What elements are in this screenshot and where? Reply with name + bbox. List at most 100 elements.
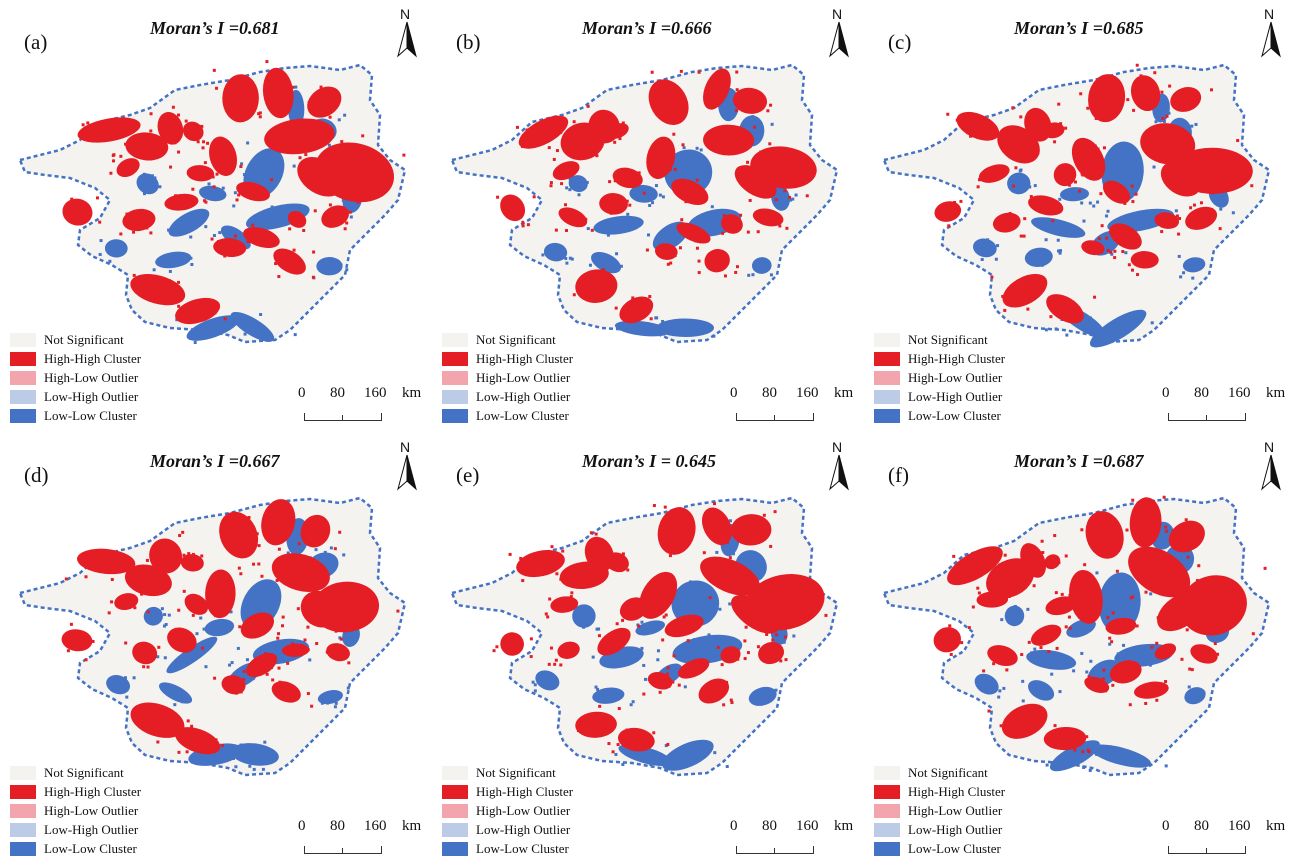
low-low-cluster-pixel [687,651,691,655]
high-high-cluster [700,556,760,596]
high-high-cluster-pixel [95,196,99,200]
high-high-cluster-pixel [1051,219,1055,223]
low-low-cluster [1090,744,1152,768]
low-low-cluster-pixel [747,273,751,277]
legend-item: Not Significant [874,763,1044,782]
high-high-cluster-pixel [1156,616,1160,620]
high-high-cluster-pixel [278,680,282,684]
high-high-cluster-pixel [306,625,310,629]
low-low-cluster-pixel [770,122,774,126]
high-high-cluster [639,571,678,619]
low-low-cluster [614,320,671,337]
low-low-cluster-pixel [670,174,674,178]
high-high-cluster-pixel [201,146,205,150]
low-low-cluster-pixel [1105,214,1109,218]
map-panel-e: (e) Moran’s I = 0.645 N Not Significant H… [432,433,864,866]
scale-label-160: 160 [364,385,387,401]
high-high-cluster-pixel [338,530,342,534]
high-high-cluster [1157,591,1204,632]
high-high-cluster-pixel [662,615,666,619]
high-high-cluster [646,136,676,179]
high-high-cluster-pixel [173,141,177,145]
high-high-cluster-pixel [771,638,775,642]
low-low-cluster-pixel [1085,670,1089,674]
high-high-cluster-pixel [778,224,782,228]
low-low-cluster-pixel [246,141,250,145]
high-high-cluster-pixel [748,198,752,202]
high-high-cluster-pixel [695,178,699,182]
high-high-cluster-pixel [1035,723,1039,727]
high-high-cluster-pixel [746,651,750,655]
high-high-cluster-pixel [585,150,589,154]
low-low-cluster-pixel [162,624,166,628]
high-high-cluster-pixel [247,515,251,519]
low-low-cluster [106,674,131,695]
high-high-cluster-pixel [237,193,241,197]
high-high-cluster-pixel [281,615,285,619]
high-high-cluster [1030,624,1062,646]
high-high-cluster-pixel [347,661,351,665]
legend-swatch [442,784,468,799]
high-high-cluster-pixel [1053,534,1057,538]
high-high-cluster-pixel [281,624,285,628]
low-low-cluster-pixel [750,698,754,702]
high-high-cluster-pixel [1165,529,1169,533]
high-high-cluster-pixel [1055,646,1059,650]
low-low-cluster-pixel [756,693,760,697]
high-high-cluster-pixel [242,669,246,673]
high-high-cluster-pixel [1101,677,1105,681]
high-high-cluster-pixel [177,304,181,308]
high-high-cluster-pixel [805,194,809,198]
low-low-cluster-pixel [339,263,343,267]
low-low-cluster-pixel [1000,618,1004,622]
low-low-cluster-pixel [233,191,237,195]
legend-swatch [874,370,900,385]
high-high-cluster-pixel [552,157,556,161]
high-high-cluster-pixel [1057,561,1061,565]
high-high-cluster-pixel [1216,652,1220,656]
high-high-cluster-pixel [1079,92,1083,96]
low-low-cluster-pixel [238,315,242,319]
low-low-cluster-pixel [707,633,711,637]
high-high-cluster-pixel [589,531,593,535]
low-low-cluster-pixel [1179,275,1183,279]
high-high-cluster-pixel [574,156,578,160]
high-high-cluster-pixel [345,221,349,225]
map-panel-d: (d) Moran’s I =0.667 N Not Significant Hi… [0,433,432,866]
high-high-cluster-pixel [111,153,115,157]
high-high-cluster-pixel [1054,591,1058,595]
high-high-cluster-pixel [608,180,612,184]
low-low-cluster-pixel [181,700,185,704]
high-high-cluster-pixel [1045,560,1049,564]
low-low-cluster-pixel [718,607,722,611]
high-high-cluster-pixel [1022,234,1026,238]
high-high-cluster-pixel [1184,573,1188,577]
high-high-cluster-pixel [239,165,243,169]
high-high-cluster-pixel [182,589,186,593]
legend-swatch [874,351,900,366]
high-high-cluster [175,297,221,325]
high-high-cluster [1128,546,1191,598]
high-high-cluster-pixel [642,191,646,195]
low-low-cluster-pixel [1002,686,1006,690]
high-high-cluster-pixel [1184,146,1188,150]
low-low-cluster-pixel [1028,185,1032,189]
scale-label-160: 160 [364,818,387,834]
high-high-cluster-pixel [307,100,311,104]
high-high-cluster-pixel [132,273,136,277]
high-high-cluster [1168,520,1205,553]
high-high-cluster [1043,726,1087,751]
high-high-cluster [1160,161,1201,197]
low-low-cluster [1028,680,1055,701]
north-arrow-icon: N [395,6,419,62]
low-low-cluster-pixel [216,325,220,329]
low-low-cluster-pixel [329,268,333,272]
high-high-cluster [1105,617,1137,635]
high-high-cluster-pixel [110,600,114,604]
low-low-cluster-pixel [671,765,675,769]
high-high-cluster-pixel [768,142,772,146]
high-high-cluster-pixel [666,262,670,266]
low-low-cluster-pixel [229,610,233,614]
low-low-cluster [635,620,666,636]
low-low-cluster-pixel [1065,333,1069,337]
